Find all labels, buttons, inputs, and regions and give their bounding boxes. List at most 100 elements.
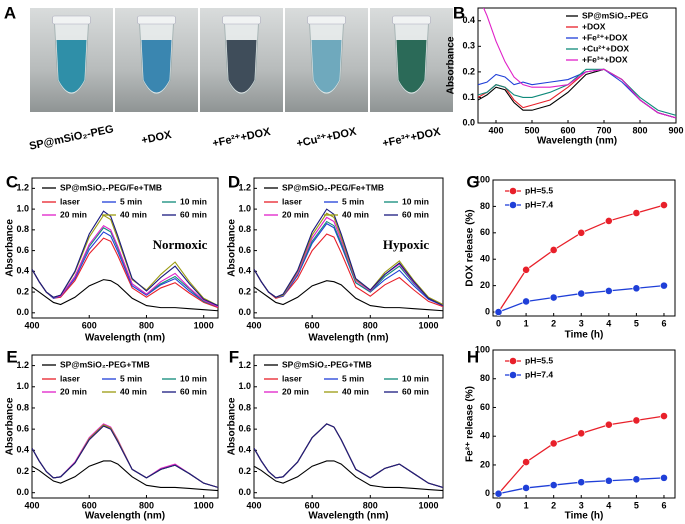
x-tick-label: 800 <box>139 320 154 330</box>
x-tick-label: 400 <box>246 320 261 330</box>
x-tick-label: 0 <box>496 500 501 510</box>
x-tick-label: 900 <box>668 125 683 135</box>
x-tick-label: 400 <box>24 320 39 330</box>
y-tick-label: 20 <box>480 459 490 469</box>
legend-label: 20 min <box>60 209 87 219</box>
y-tick-label: 0.8 <box>16 402 29 412</box>
y-tick-label: 0.4 <box>16 445 29 455</box>
legend-label: 60 min <box>402 386 429 396</box>
marker <box>577 289 586 298</box>
series-line <box>254 423 443 488</box>
x-tick-label: 6 <box>661 318 666 328</box>
marker <box>604 420 613 429</box>
legend-label: 40 min <box>120 386 147 396</box>
y-tick-label: 0.4 <box>238 266 251 276</box>
legend-label: pH=7.4 <box>525 369 553 379</box>
y-tick-label: 100 <box>475 174 490 184</box>
marker <box>577 478 586 487</box>
series-line <box>478 68 676 119</box>
marker <box>549 246 558 254</box>
x-tick-label: 0 <box>496 318 501 328</box>
axes-frame <box>492 349 676 499</box>
panel-letter: F <box>229 347 239 366</box>
x-axis-label: Wavelength (nm) <box>85 333 165 344</box>
legend-label: 10 min <box>180 196 207 206</box>
marker <box>577 228 586 237</box>
x-tick-label: 800 <box>632 125 647 135</box>
series-line <box>478 68 676 116</box>
x-tick-label: 600 <box>82 320 97 330</box>
y-tick-label: 0.0 <box>238 307 251 317</box>
legend-label: 5 min <box>120 196 142 206</box>
y-tick-label: 40 <box>480 254 490 264</box>
marker <box>632 209 641 217</box>
marker <box>660 201 668 209</box>
plot-area <box>254 208 443 312</box>
y-tick-label: 0.2 <box>16 286 29 296</box>
axes-frame <box>31 354 219 499</box>
x-tick-label: 2 <box>551 318 556 328</box>
y-tick-label: 0.4 <box>462 15 475 25</box>
panel-letter: B <box>453 3 465 22</box>
x-tick-label: 400 <box>488 125 503 135</box>
x-tick-label: 600 <box>305 320 320 330</box>
y-tick-label: 0.2 <box>462 66 475 76</box>
y-tick-label: 0 <box>485 306 490 316</box>
y-tick-label: 40 <box>480 431 490 441</box>
x-axis-label: Wavelength (nm) <box>308 511 388 522</box>
legend-label: 60 min <box>402 209 429 219</box>
panel-letter: E <box>6 347 17 366</box>
series-line <box>254 220 443 307</box>
annotation: Hypoxic <box>383 237 429 252</box>
x-tick-label: 1 <box>524 500 529 510</box>
x-tick-label: 600 <box>82 500 97 510</box>
marker <box>549 293 558 302</box>
x-tick-label: 3 <box>579 500 584 510</box>
annotation: Normoxic <box>153 237 208 252</box>
legend-label: SP@mSiO₂-PEG/Fe+TMB <box>282 182 384 192</box>
y-tick-label: 0.8 <box>238 402 251 412</box>
x-tick-label: 400 <box>246 500 261 510</box>
series-line <box>254 460 443 492</box>
legend-label: SP@mSiO₂-PEG/Fe+TMB <box>60 182 162 192</box>
axes-frame <box>253 354 444 499</box>
marker <box>494 489 503 498</box>
axes-frame <box>253 177 444 319</box>
legend-label: SP@mSiO₂-PEG+TMB <box>282 359 372 369</box>
legend-label: +Cu²⁺+DOX <box>582 43 629 53</box>
legend-label: 5 min <box>342 196 364 206</box>
x-tick-label: 500 <box>524 125 539 135</box>
y-axis-label: DOX release (%) <box>465 209 476 286</box>
photo-label: SP@mSiO₂-PEG <box>28 123 115 153</box>
y-tick-label: 100 <box>475 344 490 354</box>
x-tick-label: 800 <box>363 320 378 330</box>
y-tick-label: 60 <box>480 227 490 237</box>
plot-area <box>32 423 218 492</box>
y-tick-label: 0 <box>485 488 490 498</box>
y-tick-label: 0.0 <box>16 307 29 317</box>
legend-label: laser <box>282 196 303 206</box>
marker <box>549 439 558 448</box>
marker <box>522 265 530 274</box>
y-tick-label: 0.4 <box>238 445 251 455</box>
y-tick-label: 0.1 <box>462 92 475 102</box>
tube-liquid <box>56 40 87 93</box>
y-tick-label: 0.6 <box>16 245 29 255</box>
series-line <box>254 233 443 308</box>
x-tick-label: 1000 <box>418 500 438 510</box>
x-tick-label: 600 <box>305 500 320 510</box>
y-tick-label: 0.6 <box>16 424 29 434</box>
y-tick-label: 80 <box>480 373 490 383</box>
legend-label: 40 min <box>342 209 369 219</box>
marker <box>604 217 613 225</box>
x-tick-label: 5 <box>634 318 639 328</box>
x-tick-label: 800 <box>363 500 378 510</box>
legend-label: SP@mSiO₂-PEG <box>582 10 649 20</box>
y-tick-label: 1.2 <box>238 360 251 370</box>
marker <box>660 473 668 482</box>
x-tick-label: 800 <box>139 500 154 510</box>
plot-area <box>254 423 443 492</box>
plot-area <box>478 8 676 119</box>
legend-label: 20 min <box>282 386 309 396</box>
